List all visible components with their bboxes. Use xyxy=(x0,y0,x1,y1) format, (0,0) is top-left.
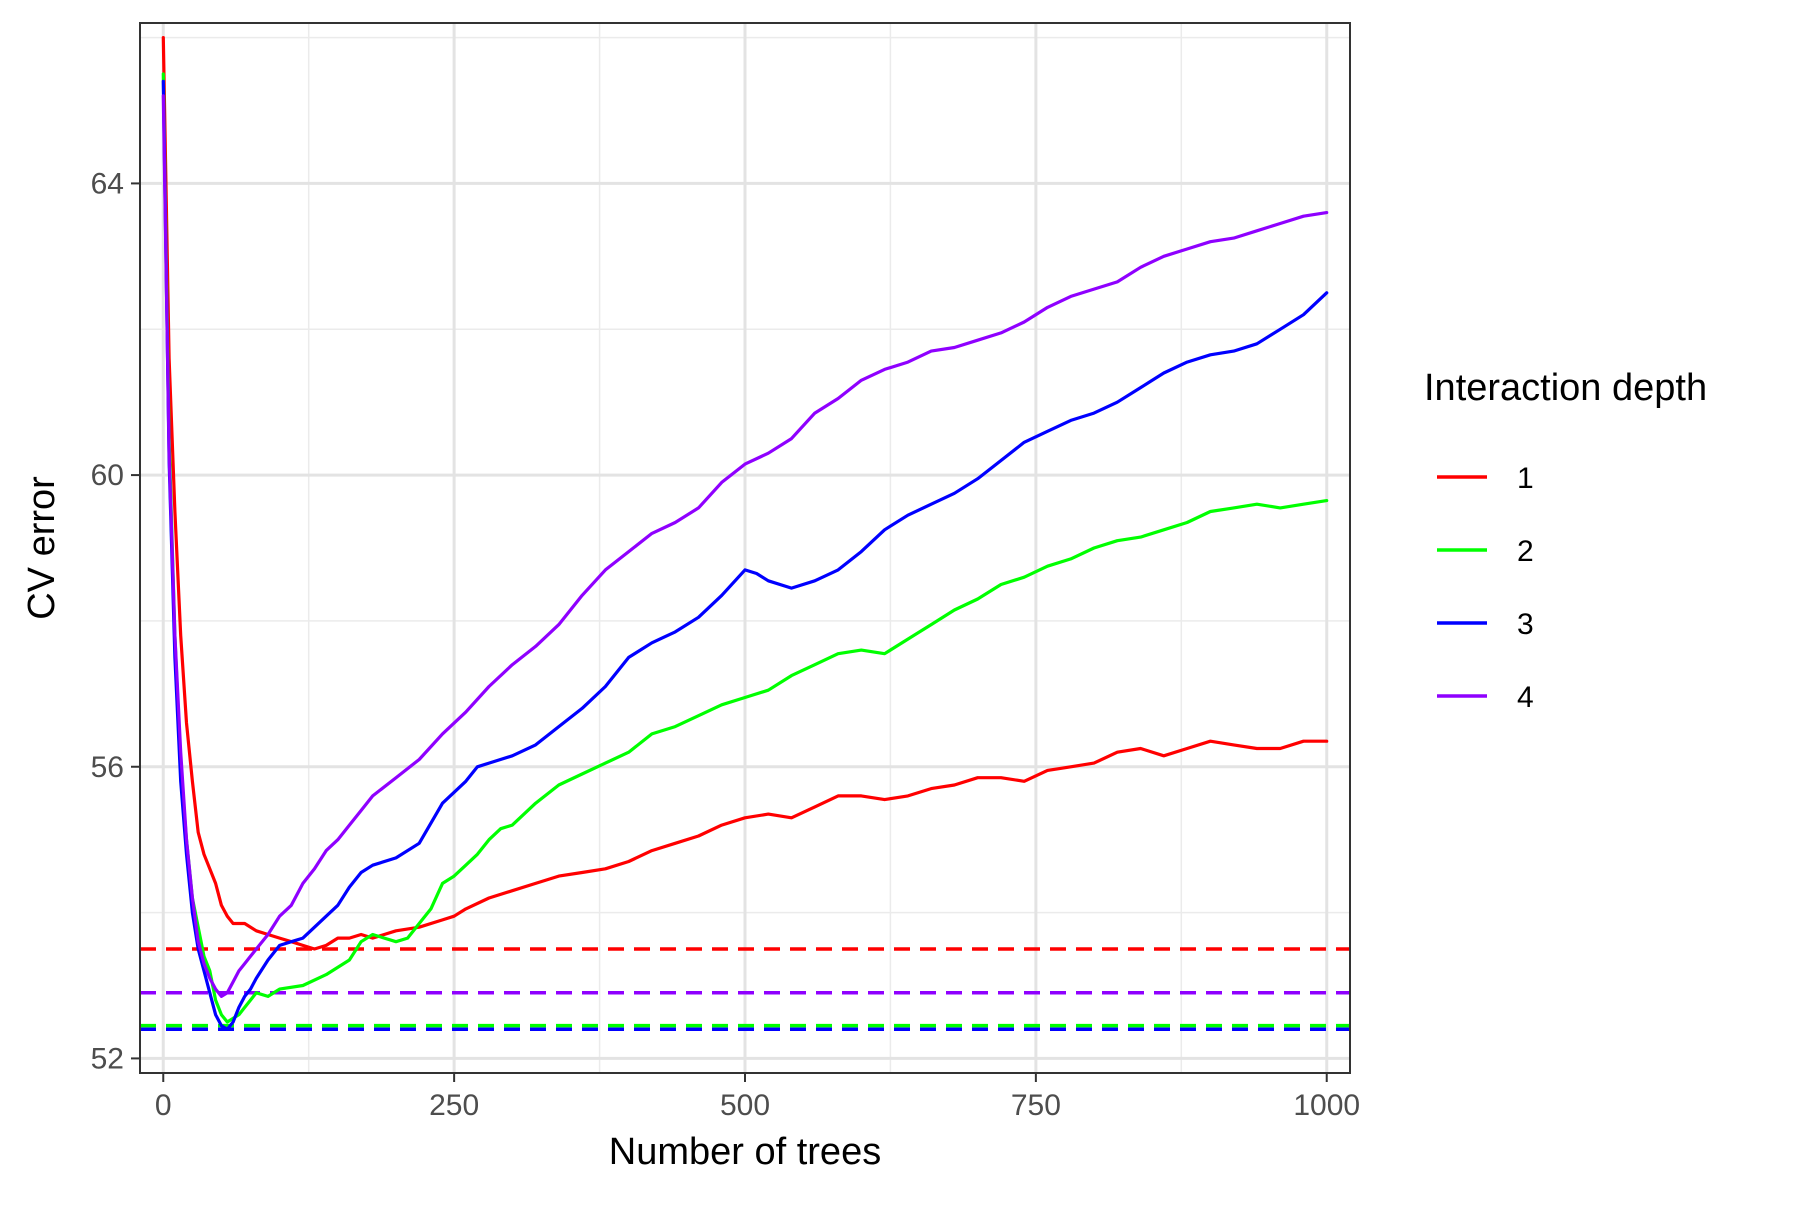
series-line-depth-1 xyxy=(161,36,1329,951)
y-axis-label: CV error xyxy=(21,476,63,620)
series-line-depth-3 xyxy=(161,79,1329,1031)
legend-label-3: 3 xyxy=(1517,608,1534,641)
series-line-depth-4 xyxy=(161,94,1329,998)
legend-label-4: 4 xyxy=(1517,681,1534,714)
y-tick-label: 52 xyxy=(91,1042,124,1075)
y-tick-label: 56 xyxy=(91,751,124,784)
x-tick-label: 0 xyxy=(155,1089,172,1122)
series-layer xyxy=(161,36,1329,1031)
x-axis-label: Number of trees xyxy=(609,1131,881,1173)
grid-layer xyxy=(140,23,1350,1073)
axis-layer: 0 250 500 750 1000 52 56 60 64 xyxy=(91,167,1360,1122)
legend-label-2: 2 xyxy=(1517,535,1534,568)
legend-layer: 1 2 3 4 xyxy=(1437,462,1534,714)
y-tick-label: 60 xyxy=(91,459,124,492)
legend-title: Interaction depth xyxy=(1424,367,1707,409)
series-line-depth-2 xyxy=(161,72,1329,1024)
y-tick-label: 64 xyxy=(91,167,124,200)
x-tick-label: 250 xyxy=(429,1089,479,1122)
x-tick-label: 500 xyxy=(720,1089,770,1122)
legend-label-1: 1 xyxy=(1517,462,1534,495)
x-tick-label: 750 xyxy=(1011,1089,1061,1122)
x-tick-label: 1000 xyxy=(1293,1089,1360,1122)
min-lines-layer xyxy=(140,947,1350,1031)
